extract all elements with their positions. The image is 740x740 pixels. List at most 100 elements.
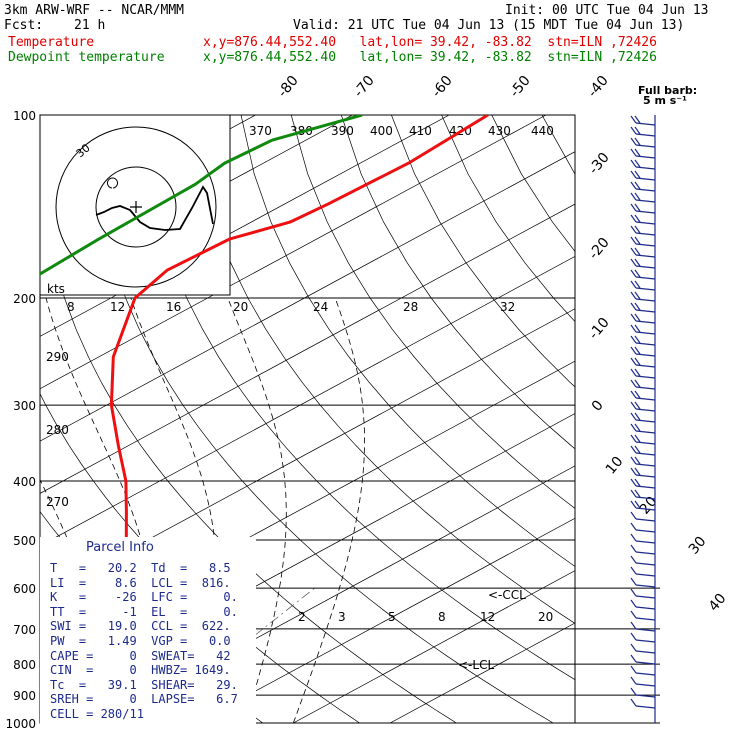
mixing-ratio-label: 32 (500, 300, 515, 314)
wind-barb-flag (634, 500, 641, 509)
isotherm-label: -80 (275, 73, 302, 101)
theta-label: 270 (46, 495, 69, 509)
forecast-label: Fcst: (4, 18, 44, 33)
ccl-annotation: <-CCL (488, 588, 526, 602)
wind-barb-shaft (635, 474, 656, 478)
dry-adiabat (642, 115, 740, 723)
mixing-ratio-label: 5 (388, 610, 396, 624)
wind-barb (630, 192, 656, 203)
isotherm-label: -20 (586, 235, 613, 263)
wind-barb-shaft (635, 452, 656, 456)
wind-barb (630, 225, 656, 236)
wind-barb-flag (630, 126, 637, 135)
wind-barb-shaft (635, 485, 656, 489)
isotherm (99, 465, 575, 723)
parcel-info-row: LI = 8.6 LCL = 816. (50, 575, 231, 590)
wind-barb-flag (630, 544, 637, 553)
wind-barb-shaft (635, 573, 656, 577)
wind-barb-flag (634, 269, 641, 278)
wind-barb (630, 159, 656, 170)
wind-barb (630, 621, 656, 632)
wind-barb-flag (634, 324, 641, 333)
wind-barb (630, 170, 656, 181)
wind-barb-shaft (635, 309, 656, 313)
wind-barb-shaft (635, 133, 656, 137)
wind-barb-shaft (635, 353, 656, 357)
wind-barb-flag (634, 181, 641, 190)
theta-label: 410 (409, 124, 432, 138)
pressure-label: 900 (13, 689, 36, 703)
wind-barb-shaft (635, 639, 656, 643)
wind-barb (630, 368, 656, 379)
wind-barb-shaft (635, 617, 656, 621)
wind-barb (630, 665, 656, 676)
wind-barb-flag (630, 698, 637, 707)
dewpoint-profile (40, 115, 363, 700)
mixing-ratio-label: 12 (480, 610, 495, 624)
wind-barb-flag (630, 280, 637, 289)
wind-barb-flag (634, 412, 641, 421)
wind-barb (630, 203, 656, 214)
wind-barb-flag (630, 291, 637, 300)
wind-barb-flag (634, 313, 641, 322)
wind-barb-flag (630, 236, 637, 245)
wind-barb (630, 137, 656, 148)
mixing-ratio-label: 8 (67, 300, 75, 314)
wind-barb-flag (630, 324, 637, 333)
wind-barb-shaft (635, 265, 656, 269)
dry-adiabat (592, 115, 740, 723)
wind-barb (630, 313, 656, 324)
wind-barb-shaft (635, 320, 656, 324)
mixing-ratio-label: 20 (233, 300, 248, 314)
wind-barb-flag (630, 588, 637, 597)
isotherm (40, 151, 575, 442)
wind-barb-flag (630, 247, 637, 256)
mixing-ratio-label: 16 (166, 300, 181, 314)
wind-barb-flag (630, 225, 637, 234)
wind-barb-flag (630, 632, 637, 641)
wind-barb (630, 148, 656, 159)
wind-barb-flag (634, 258, 641, 267)
wind-barb-flag (634, 159, 641, 168)
dry-adiabat (391, 115, 575, 388)
wind-barb-flag (630, 445, 637, 454)
wind-barb-shaft (635, 221, 656, 225)
pressure-label: 200 (13, 292, 36, 306)
wind-barb-shaft (635, 441, 656, 445)
plot-frame (39, 114, 576, 724)
wind-barb (630, 511, 656, 522)
wind-barb (630, 181, 656, 192)
dry-adiabat (190, 115, 575, 624)
wind-barb-shaft (635, 298, 656, 302)
wind-barb (630, 698, 656, 709)
wind-barb-shaft (635, 551, 656, 555)
wind-barb-flag (634, 423, 641, 432)
wind-barb-flag (634, 137, 641, 146)
wind-barb-flag (634, 203, 641, 212)
wind-barb-flag (634, 225, 641, 234)
wind-barb-flag (634, 192, 641, 201)
wind-barb (630, 390, 656, 401)
dry-adiabat (90, 115, 554, 723)
hodograph-marker (107, 177, 118, 189)
wind-barb-shaft (635, 661, 656, 665)
wind-barb-shaft (635, 243, 656, 247)
wind-barb-flag (630, 665, 637, 674)
wind-barb-flag (634, 126, 641, 135)
wind-barb (630, 291, 656, 302)
hodograph-trace (95, 185, 214, 231)
wind-barb-shaft (635, 606, 656, 610)
wind-barb-flag (634, 434, 641, 443)
wind-barb (630, 500, 656, 511)
wind-barb-flag (630, 511, 637, 520)
wind-barb-flag (630, 313, 637, 322)
isotherm-label: 0 (589, 397, 607, 414)
hodograph-ring-inner (95, 166, 177, 248)
wind-barb (630, 445, 656, 456)
parcel-info-row: Tc = 39.1 SHEAR= 29. (50, 677, 238, 692)
wind-barb-flag (630, 302, 637, 311)
wind-barb-shaft (635, 232, 656, 236)
hodograph-unit-label: kts (47, 282, 65, 296)
wind-barb (630, 434, 656, 445)
wind-barb (630, 324, 656, 335)
